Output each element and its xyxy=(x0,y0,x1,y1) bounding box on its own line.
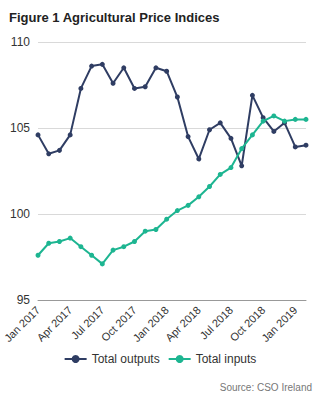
svg-text:Apr 2017: Apr 2017 xyxy=(34,304,74,344)
svg-text:100: 100 xyxy=(10,207,30,221)
svg-text:Apr 2018: Apr 2018 xyxy=(163,304,203,344)
svg-text:Total outputs: Total outputs xyxy=(92,352,160,366)
svg-text:105: 105 xyxy=(10,121,30,135)
svg-text:Total inputs: Total inputs xyxy=(196,352,257,366)
svg-text:Figure 1 Agricultural Price In: Figure 1 Agricultural Price Indices xyxy=(9,10,219,25)
svg-text:Oct 2017: Oct 2017 xyxy=(98,303,139,344)
svg-text:Jan 2019: Jan 2019 xyxy=(259,304,299,344)
svg-text:Jan 2017: Jan 2017 xyxy=(1,303,43,345)
svg-text:Jan 2018: Jan 2018 xyxy=(130,303,171,345)
svg-text:Oct 2018: Oct 2018 xyxy=(227,303,268,344)
svg-text:Jul 2017: Jul 2017 xyxy=(68,303,107,342)
svg-text:110: 110 xyxy=(11,35,30,49)
svg-text:Jul 2018: Jul 2018 xyxy=(197,303,236,342)
svg-text:Source: CSO Ireland: Source: CSO Ireland xyxy=(220,382,312,393)
svg-text:95: 95 xyxy=(17,293,31,307)
